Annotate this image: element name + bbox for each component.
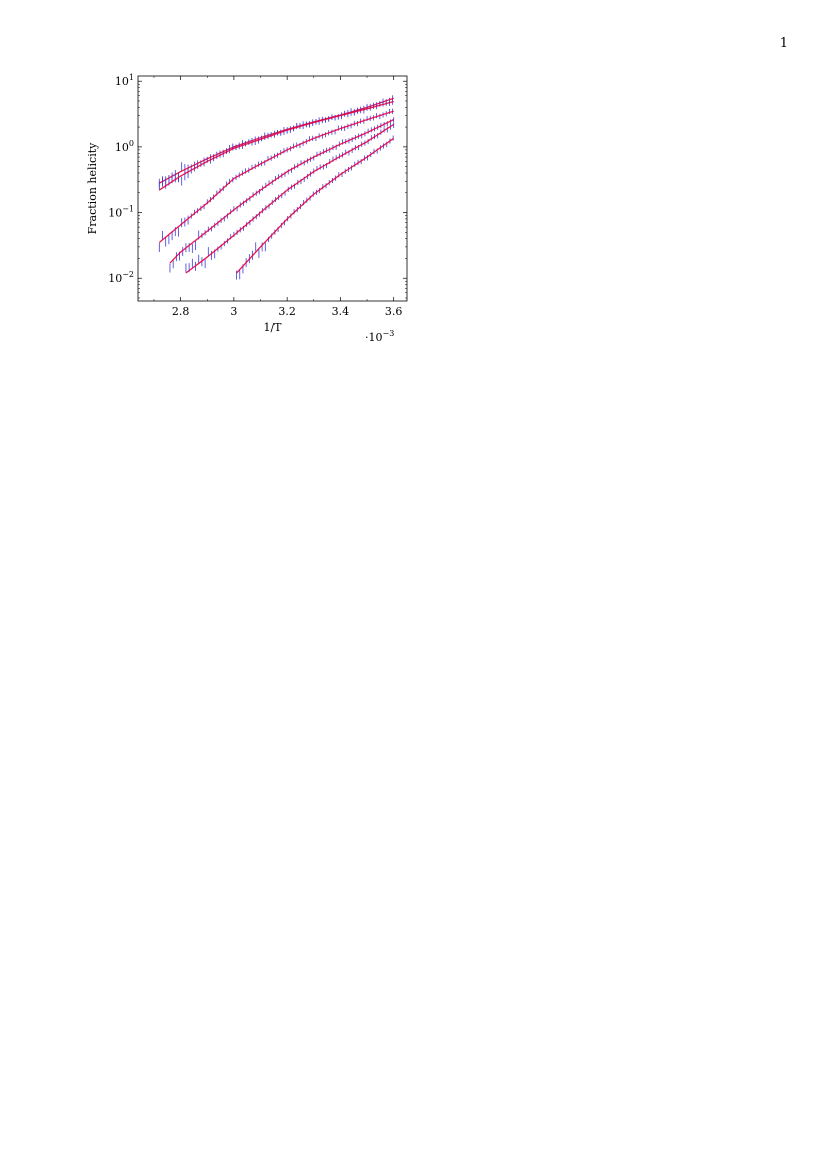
series-4: [169, 117, 395, 273]
x-tick-label: 3.4: [332, 305, 350, 318]
series-1: [158, 95, 394, 189]
x-axis-label: 1/T: [263, 321, 282, 334]
y-tick-label-base: 10: [108, 207, 122, 220]
series-5: [185, 122, 395, 274]
x-tick-label: 3.6: [385, 305, 403, 318]
fit-line: [158, 100, 394, 191]
x-tick-label: 3.2: [278, 305, 296, 318]
y-tick-label: 10−1: [108, 205, 134, 220]
axes-frame: [137, 75, 408, 302]
y-tick-label-exponent: −1: [122, 205, 134, 214]
y-tick-label-exponent: 0: [129, 139, 134, 148]
y-axis-label: Fraction helicity: [86, 142, 99, 234]
series-2: [158, 99, 394, 191]
page-number: 1: [779, 36, 788, 51]
x-axis-multiplier: ·10−3: [365, 329, 394, 344]
x-axis-multiplier-exponent: −3: [383, 329, 395, 338]
y-tick-label-base: 10: [115, 141, 129, 154]
fit-line: [236, 137, 395, 274]
fit-line: [169, 119, 394, 264]
y-tick-label: 101: [115, 73, 134, 88]
y-tick-label: 100: [115, 139, 134, 154]
fit-line: [185, 123, 395, 274]
x-tick-label: 2.8: [172, 305, 190, 318]
series-6: [236, 135, 395, 280]
series-3: [158, 108, 394, 252]
x-axis-multiplier-base: ·10: [365, 331, 383, 344]
y-tick-label-base: 10: [108, 272, 122, 285]
y-tick-label-exponent: 1: [129, 73, 134, 82]
plot-area: [158, 95, 395, 280]
y-tick-label-base: 10: [115, 75, 129, 88]
x-tick-label: 3: [230, 305, 237, 318]
y-tick-label-exponent: −2: [122, 270, 134, 279]
y-tick-label: 10−2: [108, 270, 134, 285]
fit-line: [158, 110, 394, 243]
